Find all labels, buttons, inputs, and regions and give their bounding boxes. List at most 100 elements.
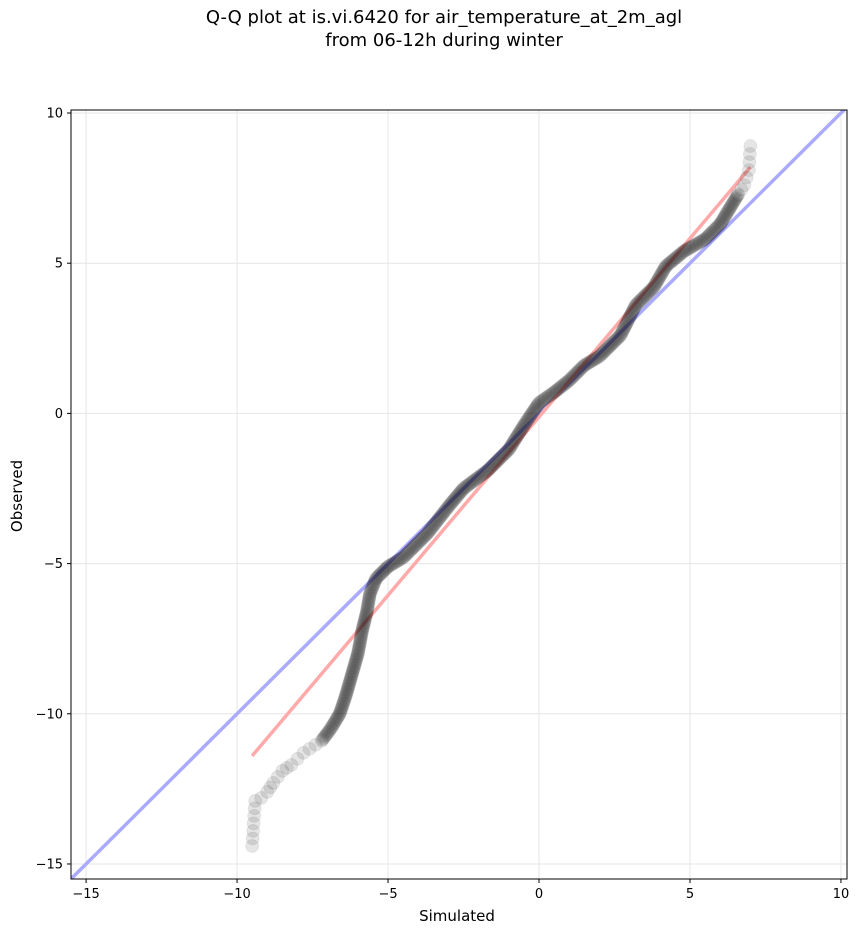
qq-point [349, 651, 364, 666]
qq-point [589, 350, 604, 365]
qq-point [330, 710, 345, 725]
qq-point [358, 612, 373, 627]
qq-point [356, 616, 371, 631]
qq-point [682, 240, 697, 255]
qq-point [649, 274, 664, 289]
qq-point [558, 376, 573, 391]
qq-point [743, 139, 758, 154]
qq-point [544, 387, 559, 402]
qq-point [652, 270, 667, 285]
qq-point [541, 389, 556, 404]
qq-point [621, 312, 636, 327]
qq-point [742, 147, 757, 162]
qq-point [724, 198, 739, 213]
qq-point [407, 539, 422, 554]
qq-point [342, 675, 357, 690]
qq-point [337, 693, 352, 708]
qq-point [360, 599, 375, 614]
qq-point [562, 373, 577, 388]
qq-point [376, 563, 391, 578]
qq-point [669, 250, 684, 265]
qq-point [603, 338, 618, 353]
qq-point [246, 823, 261, 838]
y-tick-label: 0 [55, 407, 63, 422]
qq-point [245, 831, 260, 846]
qq-point [507, 433, 522, 448]
qq-point [502, 441, 517, 456]
qq-point [247, 801, 262, 816]
chart-title-line-1: Q-Q plot at is.vi.6420 for air_temperatu… [205, 7, 683, 28]
qq-point [635, 291, 650, 306]
qq-point [739, 170, 754, 185]
qq-point [416, 529, 431, 544]
qq-point [530, 398, 545, 413]
qq-point [443, 497, 458, 512]
qq-point [714, 214, 729, 229]
qq-point [496, 447, 511, 462]
qq-point [510, 429, 525, 444]
qq-point [707, 222, 722, 237]
qq-point [614, 326, 629, 341]
qq-point [574, 360, 589, 375]
qq-point [693, 234, 708, 249]
qq-point [581, 355, 596, 370]
qq-point [438, 503, 453, 518]
qq-point [344, 667, 359, 682]
qq-point [717, 210, 732, 225]
qq-point [367, 574, 382, 589]
qq-point [371, 569, 386, 584]
qq-point [440, 500, 455, 515]
qq-point [351, 643, 366, 658]
qq-point [508, 431, 523, 446]
qq-point [540, 390, 555, 405]
qq-point [511, 426, 526, 441]
qq-point [678, 243, 693, 258]
qq-point [340, 684, 355, 699]
x-tick-label: 10 [833, 887, 850, 902]
qq-point [653, 269, 668, 284]
qq-point [448, 491, 463, 506]
qq-point [605, 336, 620, 351]
qq-point [329, 712, 344, 727]
qq-point [547, 385, 562, 400]
qq-point [638, 288, 653, 303]
qq-point [284, 757, 299, 772]
qq-point [353, 632, 368, 647]
qq-point [308, 737, 323, 752]
qq-point [609, 332, 624, 347]
qq-point [513, 423, 528, 438]
qq-point [382, 558, 397, 573]
qq-point [345, 664, 360, 679]
qq-point [565, 369, 580, 384]
qq-point [660, 258, 675, 273]
qq-point [599, 342, 614, 357]
qq-point [521, 411, 536, 426]
qq-point [601, 340, 616, 355]
qq-point [554, 379, 569, 394]
qq-point [566, 368, 581, 383]
qq-point [368, 573, 383, 588]
qq-point [435, 507, 450, 522]
qq-point [437, 504, 452, 519]
qq-point [331, 708, 346, 723]
qq-point [582, 355, 597, 370]
qq-point [464, 475, 479, 490]
qq-point [328, 713, 343, 728]
qq-point [362, 586, 377, 601]
qq-point [414, 532, 429, 547]
qq-point [479, 464, 494, 479]
qq-point [729, 189, 744, 204]
qq-point [352, 637, 367, 652]
qq-point [691, 236, 706, 251]
qq-point [457, 480, 472, 495]
qq-point [686, 238, 701, 253]
qq-point [478, 465, 493, 480]
qq-point [523, 409, 538, 424]
qq-point [355, 624, 370, 639]
qq-point [247, 808, 262, 823]
qq-point [622, 309, 637, 324]
qq-point [323, 721, 338, 736]
qq-point [528, 401, 543, 416]
qq-point [349, 652, 364, 667]
